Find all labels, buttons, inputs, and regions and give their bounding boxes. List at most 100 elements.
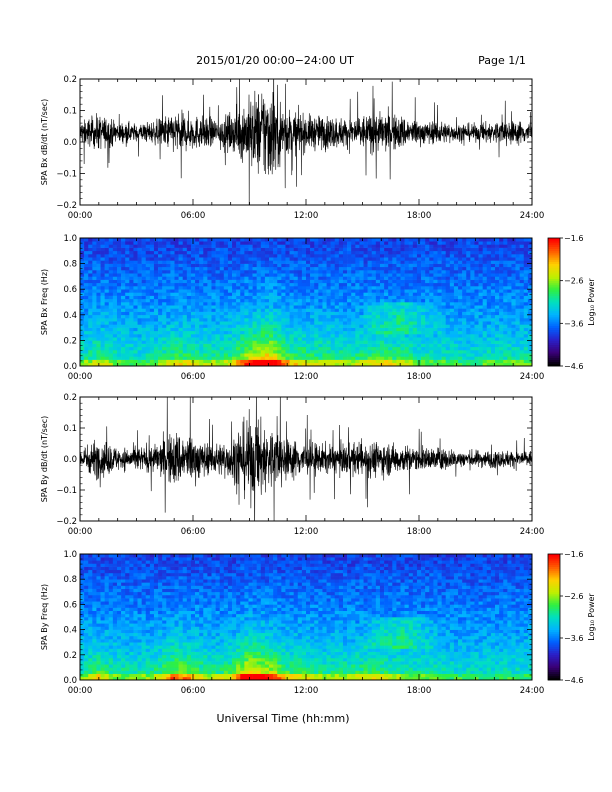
colorbar-tick-label: −3.6 <box>564 319 583 328</box>
heatmap-cell <box>301 337 307 341</box>
heatmap-cell <box>264 292 270 296</box>
heatmap-cell <box>330 273 336 277</box>
heatmap-cell <box>400 353 405 357</box>
heatmap-cell <box>441 308 447 312</box>
heatmap-cell <box>153 327 159 332</box>
heatmap-cell <box>379 250 385 255</box>
heatmap-cell <box>375 350 381 354</box>
heatmap-cell <box>396 356 401 360</box>
heatmap-cell <box>495 282 500 287</box>
heatmap-cell <box>375 289 381 293</box>
heatmap-cell <box>125 330 130 335</box>
heatmap-cell <box>195 353 200 357</box>
heatmap-cell <box>470 318 475 322</box>
heatmap-cell <box>425 302 430 306</box>
heatmap-cell <box>121 350 126 354</box>
heatmap-cell <box>515 295 520 300</box>
heatmap-cell <box>441 362 447 367</box>
heatmap-cell <box>445 334 451 338</box>
heatmap-cell <box>355 324 360 328</box>
heatmap-cell <box>425 311 430 316</box>
heatmap-cell <box>96 648 101 652</box>
heatmap-cell <box>227 327 233 332</box>
heatmap-cell <box>314 311 319 316</box>
heatmap-cell <box>379 292 385 296</box>
heatmap-cell <box>100 298 105 303</box>
heatmap-cell <box>515 244 520 248</box>
heatmap-cell <box>404 308 410 312</box>
heatmap-cell <box>190 305 196 309</box>
heatmap-cell <box>80 664 85 668</box>
heatmap-cell <box>137 289 142 293</box>
heatmap-cell <box>519 343 525 348</box>
heatmap-cell <box>162 295 167 300</box>
heatmap-cell <box>326 257 331 261</box>
heatmap-cell <box>182 238 188 242</box>
heatmap-cell <box>437 279 442 284</box>
heatmap-cell <box>499 270 504 274</box>
heatmap-cell <box>429 254 434 258</box>
heatmap-cell <box>355 292 360 296</box>
heatmap-cell <box>121 282 126 287</box>
heatmap-cell <box>310 238 315 242</box>
heatmap-cell <box>145 334 151 338</box>
heatmap-cell <box>363 279 368 284</box>
heatmap-cell <box>244 353 249 357</box>
heatmap-cell <box>269 334 274 338</box>
heatmap-cell <box>421 318 426 322</box>
heatmap-cell <box>433 314 438 319</box>
heatmap-cell <box>289 289 294 293</box>
heatmap-cell <box>277 286 282 290</box>
heatmap-cell <box>133 308 138 312</box>
heatmap-cell <box>240 356 245 360</box>
heatmap-cell <box>104 260 110 264</box>
heatmap-cell <box>375 247 381 252</box>
heatmap-cell <box>289 359 294 364</box>
heatmap-cell <box>379 362 385 367</box>
heatmap-cell <box>330 311 336 316</box>
heatmap-cell <box>158 273 163 277</box>
heatmap-cell <box>503 346 508 351</box>
heatmap-cell <box>100 362 105 367</box>
heatmap-cell <box>133 286 138 290</box>
heatmap-cell <box>400 257 405 261</box>
heatmap-cell <box>503 330 508 335</box>
heatmap-cell <box>203 254 208 258</box>
heatmap-cell <box>359 308 364 312</box>
heatmap-cell <box>207 343 212 348</box>
heatmap-cell <box>277 295 282 300</box>
heatmap-cell <box>482 318 488 322</box>
heatmap-cell <box>408 295 414 300</box>
heatmap-cell <box>453 286 459 290</box>
heatmap-cell <box>363 238 368 242</box>
heatmap-cell <box>240 250 245 255</box>
heatmap-cell <box>330 257 336 261</box>
panel0-y-axis-label: SPA Bx dB/dt (nT/sec) <box>40 99 49 186</box>
heatmap-cell <box>293 346 299 351</box>
heatmap-cell <box>400 247 405 252</box>
heatmap-cell <box>248 324 253 328</box>
heatmap-cell <box>527 353 533 357</box>
heatmap-cell <box>458 302 463 306</box>
heatmap-cell <box>359 359 364 364</box>
heatmap-cell <box>285 324 290 328</box>
heatmap-cell <box>437 289 442 293</box>
heatmap-cell <box>462 308 467 312</box>
heatmap-cell <box>108 346 114 351</box>
heatmap-cell <box>425 314 430 319</box>
heatmap-cell <box>490 305 496 309</box>
heatmap-cell <box>449 337 455 341</box>
heatmap-cell <box>367 247 373 252</box>
heatmap-cell <box>495 314 500 319</box>
heatmap-cell <box>462 330 467 335</box>
heatmap-cell <box>519 346 525 351</box>
heatmap-cell <box>84 620 89 624</box>
heatmap-cell <box>310 353 315 357</box>
heatmap-cell <box>511 244 516 248</box>
heatmap-cell <box>121 257 126 261</box>
heatmap-cell <box>322 302 327 306</box>
heatmap-cell <box>371 241 377 245</box>
heatmap-cell <box>256 298 262 303</box>
heatmap-cell <box>260 321 266 325</box>
heatmap-cell <box>162 350 167 354</box>
